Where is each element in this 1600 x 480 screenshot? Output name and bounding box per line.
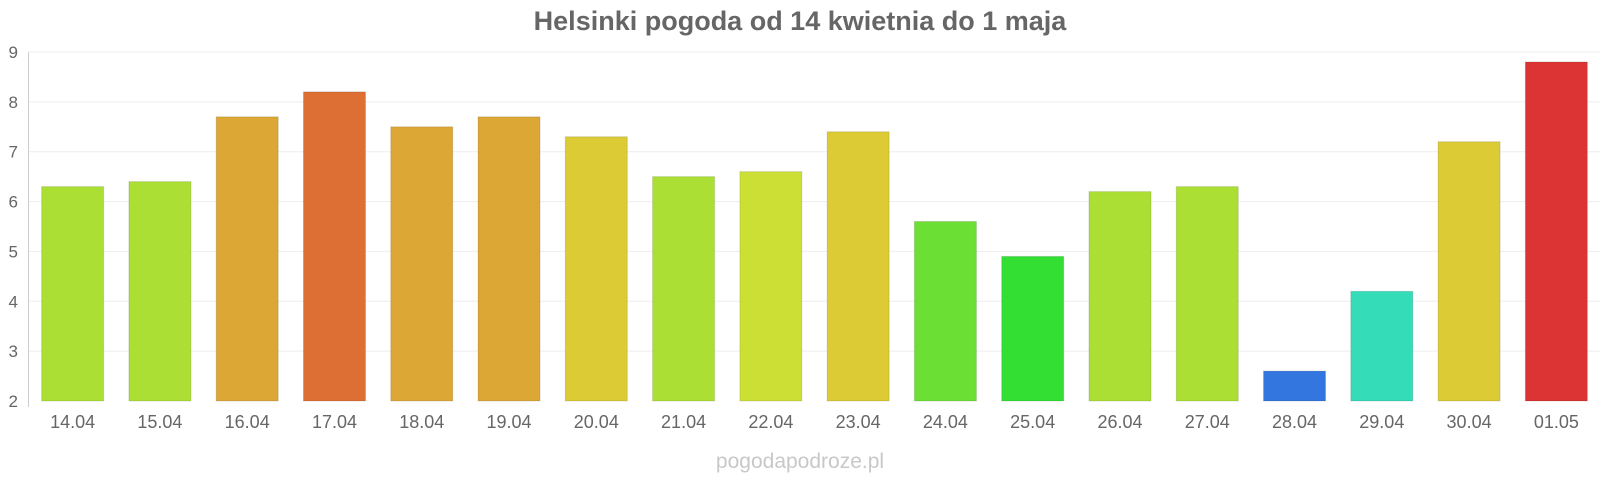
x-tick-label: 20.04: [574, 412, 619, 432]
x-tick-labels: 14.04 15.04 16.04 17.04 18.04 19.04 20.04 21.04…: [50, 412, 1579, 432]
bar-30.04: [1437, 141, 1501, 402]
x-tick-label: 25.04: [1010, 412, 1055, 432]
bar-21.04: [652, 176, 716, 402]
bar-15.04: [128, 181, 192, 402]
y-tick-label: 9: [9, 43, 18, 62]
bar-29.04: [1350, 290, 1414, 402]
y-tick-label: 6: [9, 193, 18, 212]
grid-lines: [29, 51, 1600, 352]
x-tick-label: 18.04: [399, 412, 444, 432]
x-tick-label: 28.04: [1272, 412, 1317, 432]
y-tick-label: 3: [9, 342, 18, 361]
bar-24.04: [913, 221, 977, 402]
chart-title: Helsinki pogoda od 14 kwietnia do 1 maja: [533, 6, 1067, 36]
bars: [41, 61, 1588, 402]
x-tick-label: 29.04: [1359, 412, 1404, 432]
y-tick-label: 4: [9, 292, 18, 311]
x-tick-label: 26.04: [1097, 412, 1142, 432]
bar-01.05: [1524, 61, 1588, 402]
x-tick-label: 17.04: [312, 412, 357, 432]
bar-16.04: [215, 116, 279, 402]
bar-19.04: [477, 116, 541, 402]
y-tick-label: 8: [9, 93, 18, 112]
y-tick-label: 7: [9, 143, 18, 162]
x-tick-label: 22.04: [748, 412, 793, 432]
x-tick-label: 21.04: [661, 412, 706, 432]
bar-26.04: [1088, 191, 1152, 402]
y-tick-label: 2: [9, 392, 18, 411]
watermark: pogodapodroze.pl: [715, 450, 885, 473]
x-tick-label: 15.04: [137, 412, 182, 432]
x-tick-label: 19.04: [487, 412, 532, 432]
bar-23.04: [826, 131, 890, 402]
bar-18.04: [390, 126, 454, 402]
bar-14.04: [41, 186, 105, 402]
bar-27.04: [1175, 186, 1239, 402]
x-tick-label: 23.04: [836, 412, 881, 432]
x-tick-label: 16.04: [225, 412, 270, 432]
bar-25.04: [1001, 255, 1065, 402]
x-tick-label: 01.05: [1534, 412, 1579, 432]
x-tick-label: 30.04: [1447, 412, 1492, 432]
y-tick-labels: 2 3 4 5 6 7 8 9: [9, 43, 18, 411]
bar-22.04: [739, 171, 803, 402]
x-tick-label: 24.04: [923, 412, 968, 432]
y-tick-label: 5: [9, 242, 18, 261]
bar-17.04: [302, 91, 366, 402]
bar-20.04: [564, 136, 628, 402]
bar-28.04: [1263, 370, 1327, 402]
x-tick-label: 14.04: [50, 412, 95, 432]
x-tick-label: 27.04: [1185, 412, 1230, 432]
